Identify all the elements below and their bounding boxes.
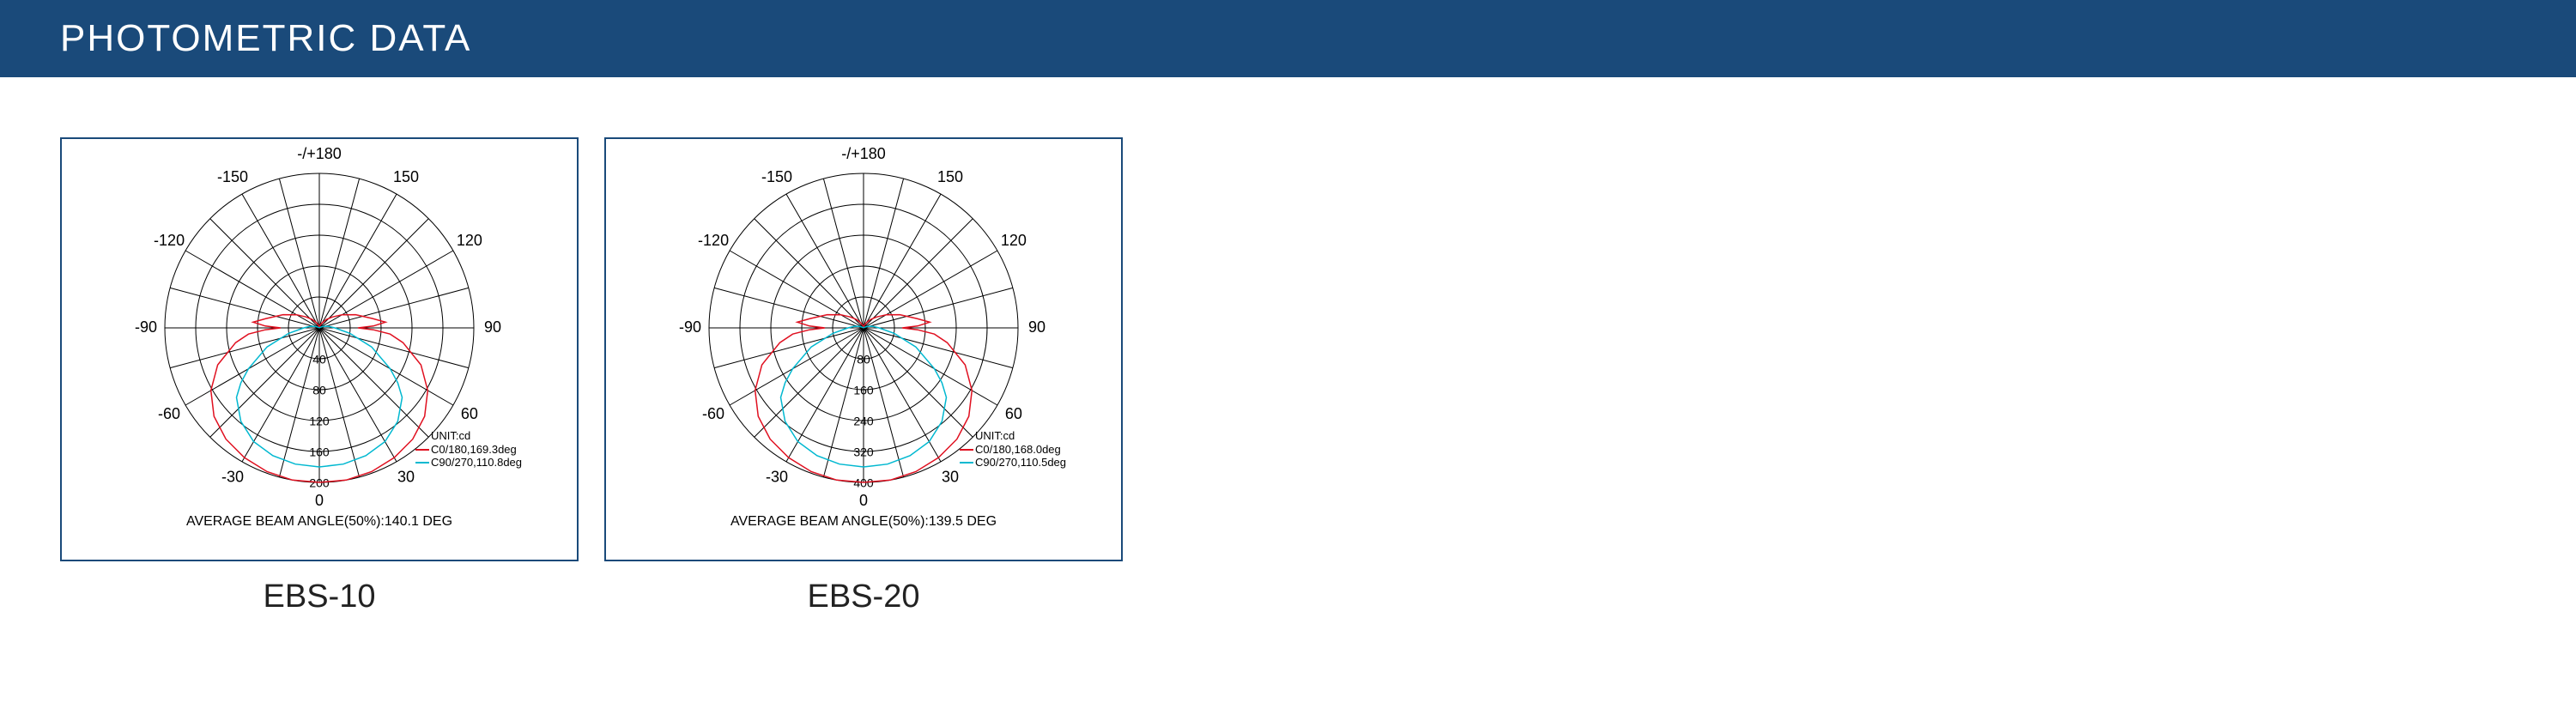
svg-text:-30: -30 — [221, 469, 244, 486]
svg-text:-60: -60 — [158, 405, 180, 422]
svg-text:-60: -60 — [702, 405, 724, 422]
svg-text:60: 60 — [1005, 405, 1022, 422]
chart-wrap-ebs20: -150 -120 -90 -60 -30 0 30 60 90 120 150 -/+180 80 16… — [604, 137, 1123, 615]
svg-text:120: 120 — [457, 232, 482, 249]
header-title: PHOTOMETRIC DATA — [60, 17, 471, 60]
svg-text:C90/270,110.8deg: C90/270,110.8deg — [431, 456, 522, 469]
svg-text:C90/270,110.5deg: C90/270,110.5deg — [975, 456, 1066, 469]
chart-label-ebs10: EBS-10 — [62, 579, 577, 615]
page: PHOTOMETRIC DATA -150 -120 -90 -60 -30 0 30 60 9… — [0, 0, 2576, 721]
svg-text:-120: -120 — [154, 232, 185, 249]
svg-text:160: 160 — [853, 384, 874, 397]
svg-text:240: 240 — [853, 415, 874, 428]
svg-text:-/+180: -/+180 — [297, 145, 342, 162]
svg-text:60: 60 — [461, 405, 478, 422]
svg-text:-90: -90 — [135, 318, 157, 336]
svg-text:C0/180,169.3deg: C0/180,169.3deg — [431, 443, 517, 456]
svg-text:0: 0 — [859, 492, 868, 509]
svg-text:-150: -150 — [761, 168, 792, 185]
chart-wrap-ebs10: -150 -120 -90 -60 -30 0 30 60 90 120 150 -/+180 40 80… — [60, 137, 579, 615]
svg-text:90: 90 — [1028, 318, 1046, 336]
svg-text:0: 0 — [315, 492, 324, 509]
svg-text:320: 320 — [853, 445, 874, 459]
svg-text:C0/180,168.0deg: C0/180,168.0deg — [975, 443, 1061, 456]
polar-chart-ebs20: -150 -120 -90 -60 -30 0 30 60 90 120 150 -/+180 80 16… — [606, 139, 1121, 560]
charts-row: -150 -120 -90 -60 -30 0 30 60 90 120 150 -/+180 40 80… — [60, 137, 2576, 615]
svg-text:120: 120 — [1001, 232, 1027, 249]
svg-text:80: 80 — [312, 384, 326, 397]
chart-label-ebs20: EBS-20 — [606, 579, 1121, 615]
svg-text:150: 150 — [393, 168, 419, 185]
svg-text:30: 30 — [942, 469, 959, 486]
svg-text:90: 90 — [484, 318, 501, 336]
svg-text:150: 150 — [937, 168, 963, 185]
svg-text:-120: -120 — [698, 232, 729, 249]
svg-text:AVERAGE BEAM ANGLE(50%):140.1: AVERAGE BEAM ANGLE(50%):140.1 DEG — [186, 514, 452, 529]
polar-chart-ebs10: -150 -120 -90 -60 -30 0 30 60 90 120 150 -/+180 40 80… — [62, 139, 577, 560]
svg-text:160: 160 — [309, 445, 330, 459]
svg-text:80: 80 — [857, 353, 870, 367]
header-bar: PHOTOMETRIC DATA — [0, 0, 2576, 77]
chart-box-ebs10: -150 -120 -90 -60 -30 0 30 60 90 120 150 -/+180 40 80… — [60, 137, 579, 561]
svg-text:-/+180: -/+180 — [841, 145, 886, 162]
svg-text:-90: -90 — [679, 318, 701, 336]
svg-text:UNIT:cd: UNIT:cd — [431, 429, 470, 442]
svg-text:40: 40 — [312, 353, 326, 367]
svg-text:-30: -30 — [766, 469, 788, 486]
svg-text:120: 120 — [309, 415, 330, 428]
svg-text:AVERAGE BEAM ANGLE(50%):139.5: AVERAGE BEAM ANGLE(50%):139.5 DEG — [730, 514, 997, 529]
svg-text:-150: -150 — [217, 168, 248, 185]
svg-text:UNIT:cd: UNIT:cd — [975, 429, 1015, 442]
chart-box-ebs20: -150 -120 -90 -60 -30 0 30 60 90 120 150 -/+180 80 16… — [604, 137, 1123, 561]
svg-text:30: 30 — [397, 469, 415, 486]
